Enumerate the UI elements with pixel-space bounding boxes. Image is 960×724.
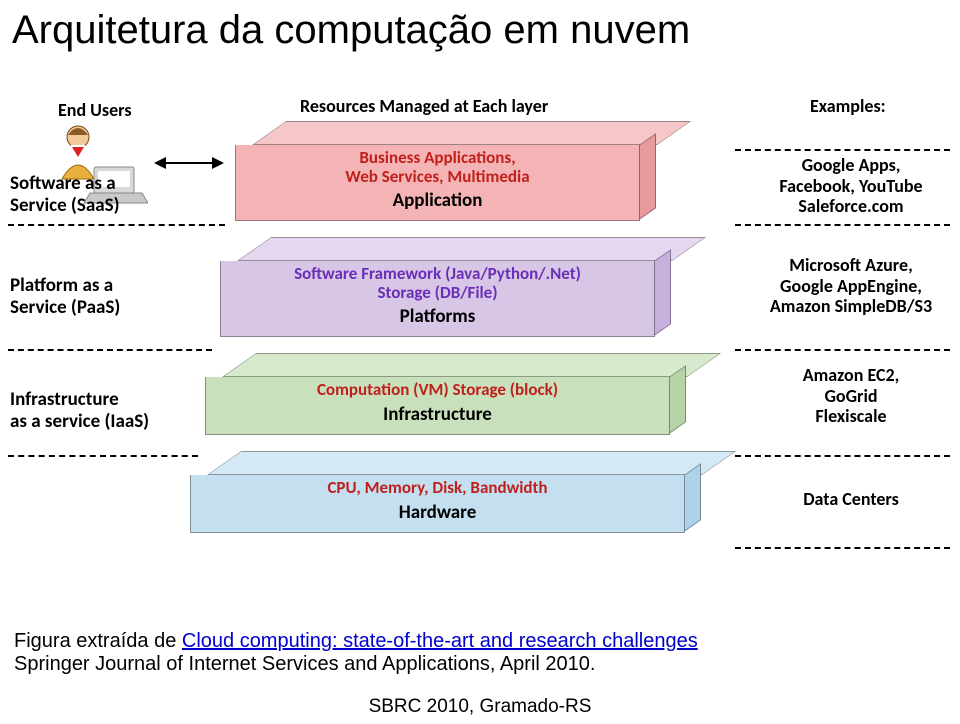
cloud-architecture-diagram: End Users Resources Managed at Each laye… [0,59,960,619]
layer-detail: Computation (VM) Storage (block) [206,381,669,400]
layer-hardware: CPU, Memory, Disk, Bandwidth Hardware [190,451,685,533]
footer-text: SBRC 2010, Gramado-RS [0,696,960,718]
end-users-label: End Users [58,99,132,121]
caption-link[interactable]: Cloud computing: state-of-the-art and re… [182,630,698,652]
caption-source: Springer Journal of Internet Services an… [14,653,595,675]
divider-dash [8,349,212,351]
divider-dash [735,547,950,549]
saas-label: Software as aService (SaaS) [10,173,120,217]
figure-caption: Figura extraída de Cloud computing: stat… [14,630,698,676]
divider-dash [8,224,225,226]
examples-label: Examples: [810,95,886,117]
divider-dash [735,224,950,226]
caption-prefix: Figura extraída de [14,630,182,652]
iaas-label: Infrastructureas a service (IaaS) [10,389,149,433]
paas-label: Platform as aService (PaaS) [10,275,120,319]
divider-dash [735,149,950,151]
layer-detail: Business Applications,Web Services, Mult… [236,149,639,186]
divider-dash [735,455,950,457]
layer-name: Hardware [191,501,684,524]
layer-name: Infrastructure [206,403,669,426]
divider-dash [8,455,198,457]
layer-name: Application [236,189,639,212]
bidirectional-arrow-icon [154,149,224,181]
page-title: Arquitetura da computação em nuvem [0,0,960,59]
layer-infrastructure: Computation (VM) Storage (block) Infrastr… [205,353,670,435]
layer-detail: Software Framework (Java/Python/.Net)Sto… [221,265,654,302]
layer-application: Business Applications,Web Services, Mult… [235,121,640,221]
layer-platforms: Software Framework (Java/Python/.Net)Sto… [220,237,655,337]
layer-detail: CPU, Memory, Disk, Bandwidth [191,479,684,498]
layer-name: Platforms [221,305,654,328]
example-application: Google Apps,Facebook, YouTubeSaleforce.c… [756,155,946,217]
example-hardware: Data Centers [756,489,946,510]
resources-managed-label: Resources Managed at Each layer [300,95,548,117]
example-infrastructure: Amazon EC2,GoGridFlexiscale [756,365,946,427]
example-platform: Microsoft Azure,Google AppEngine,Amazon … [756,255,946,317]
divider-dash [735,349,950,351]
